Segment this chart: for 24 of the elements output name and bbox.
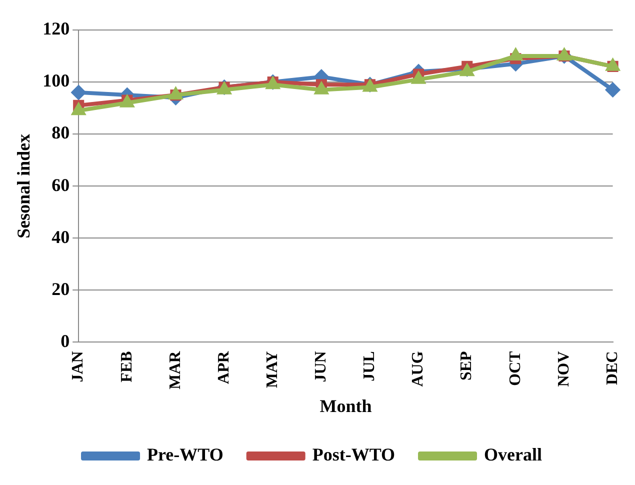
x-tick-label: OCT: [506, 350, 524, 386]
x-tick-label: NOV: [555, 350, 572, 387]
x-tick-label: SEP: [458, 350, 476, 381]
y-tick-label: 40: [52, 226, 70, 247]
x-tick-label: JAN: [70, 350, 87, 382]
x-axis-title: Month: [320, 396, 372, 416]
x-tick-label: FEB: [118, 350, 136, 382]
x-tick-label: AUG: [410, 350, 427, 387]
y-tick-label: 0: [60, 330, 70, 351]
x-tick-label: MAY: [264, 350, 281, 388]
x-tick-label: DEC: [604, 351, 621, 385]
x-tick-label: APR: [215, 350, 232, 384]
y-tick-label: 100: [42, 70, 70, 91]
legend-label: Pre-WTO: [147, 444, 224, 465]
x-tick-label: MAR: [166, 350, 184, 390]
legend-label: Overall: [484, 444, 542, 465]
y-axis-title: Sesonal index: [13, 134, 34, 238]
y-tick-label: 80: [52, 122, 70, 143]
y-tick-label: 20: [52, 278, 70, 299]
legend-label: Post-WTO: [312, 444, 396, 465]
x-tick-label: JUL: [361, 351, 378, 382]
x-tick-label: JUN: [312, 350, 330, 382]
y-tick-label: 120: [42, 18, 70, 39]
y-tick-label: 60: [52, 174, 70, 195]
